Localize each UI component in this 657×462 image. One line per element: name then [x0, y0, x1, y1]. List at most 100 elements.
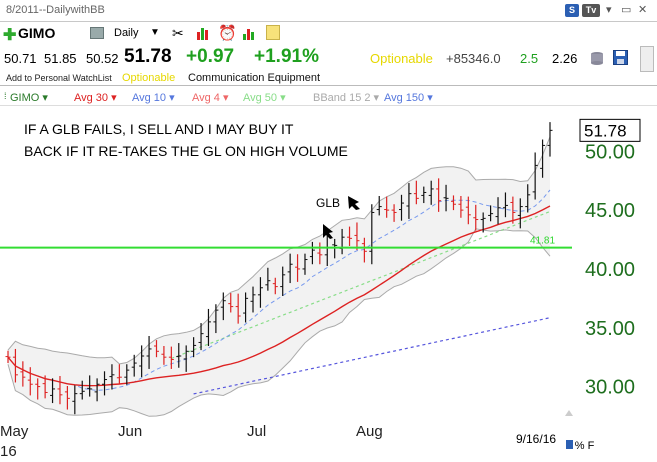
price-bar	[354, 222, 360, 251]
price-bar	[347, 226, 353, 246]
price-bar	[369, 204, 375, 265]
industry-label: Communication Equipment	[188, 72, 321, 84]
price-bar	[228, 293, 234, 313]
arrow-icon	[323, 224, 333, 239]
price-bar	[473, 204, 479, 231]
corner-square-icon[interactable]	[566, 440, 573, 449]
bar-chart-icon[interactable]	[242, 26, 256, 40]
annotation-line-2: BACK IF IT RE-TAKES THE GL ON HIGH VOLUM…	[24, 143, 348, 159]
x-year-label: 16	[0, 443, 17, 460]
add-icon[interactable]: ✚	[3, 27, 17, 44]
price-bar	[510, 196, 516, 224]
y-tick-label: 30.00	[585, 377, 635, 399]
legend-avg10[interactable]: Avg 10 ▾	[132, 92, 175, 104]
price-bar	[413, 180, 419, 205]
restore-icon[interactable]: ▭	[621, 4, 632, 16]
price-bar	[495, 197, 501, 225]
date-label: 9/16/16	[516, 432, 556, 446]
price-bar	[480, 212, 486, 233]
price-chart[interactable]: 41.81 30.00 35.00 40.00 45.00 50.00 May Jun Ju…	[0, 106, 657, 462]
y-tick-label: 35.00	[585, 318, 635, 340]
glb-label: GLB	[316, 196, 340, 210]
legend-avg4[interactable]: Avg 4 ▾	[192, 92, 229, 104]
price-bar	[287, 253, 293, 284]
gl-value-label: 41.81	[530, 236, 555, 247]
open-price: 50.71	[4, 51, 37, 66]
price-bar	[361, 237, 367, 263]
price-bar	[109, 364, 115, 390]
y-tick-label: 50.00	[585, 141, 635, 163]
x-tick-label: May	[0, 423, 29, 440]
price-bar	[540, 139, 546, 178]
price-bar	[168, 346, 174, 369]
price-bar	[391, 204, 397, 222]
last-price: 51.78	[124, 46, 172, 67]
add-watchlist-link[interactable]: Add to Personal WatchList	[6, 73, 112, 83]
list-icon[interactable]	[90, 27, 104, 39]
tv-button[interactable]: Tv	[582, 4, 600, 17]
price-bar	[502, 192, 508, 218]
price-bar	[406, 183, 412, 219]
high-price: 51.85	[44, 51, 77, 66]
other-value: 2.26	[552, 51, 578, 66]
price-bar	[257, 277, 263, 308]
chevron-down-icon[interactable]: ▼	[150, 27, 160, 38]
price-bar	[399, 194, 405, 221]
alarm-clock-icon[interactable]: ⏰	[218, 25, 237, 42]
bollinger-lower	[7, 228, 551, 417]
price-bar	[20, 361, 26, 387]
legend-gimo[interactable]: GIMO ▾	[10, 92, 48, 104]
price-bar	[443, 184, 449, 212]
last-price-label: 51.78	[584, 121, 627, 140]
legend-bband[interactable]: BBand 15 2 ▾	[313, 92, 380, 104]
legend-avg50[interactable]: Avg 50 ▾	[243, 92, 286, 104]
avg10-line	[37, 189, 551, 391]
chart-toolbar: ✚ GIMO Daily ▼ ✂ ⏰	[0, 22, 657, 46]
volume-change: +85346.0	[446, 51, 501, 66]
price-bar	[102, 371, 108, 396]
scroll-up-icon[interactable]	[565, 410, 573, 416]
symbol-label[interactable]: GIMO	[18, 25, 56, 41]
price-change: +0.97	[186, 46, 235, 67]
s-button[interactable]: S	[565, 4, 579, 17]
save-icon[interactable]	[613, 50, 628, 65]
note-icon[interactable]	[266, 25, 280, 40]
corner-controls[interactable]: L % F	[566, 440, 595, 452]
price-bar	[532, 152, 538, 200]
price-bar	[205, 308, 211, 346]
x-tick-label: Aug	[356, 423, 383, 440]
price-bar	[153, 340, 159, 358]
legend-avg30[interactable]: Avg 30 ▾	[74, 92, 117, 104]
indicator-icon[interactable]	[196, 26, 210, 40]
price-bar	[243, 292, 249, 323]
legend-grip-icon[interactable]: ⁞	[4, 91, 7, 101]
price-bar	[309, 241, 315, 265]
price-bar	[525, 184, 531, 213]
database-icon[interactable]	[590, 51, 604, 65]
y-tick-label: 40.00	[585, 259, 635, 281]
ratio-value: 2.5	[520, 51, 539, 66]
price-bar	[87, 375, 93, 397]
minimize-icon[interactable]: ▾	[606, 4, 612, 16]
price-bar	[428, 180, 434, 205]
y-tick-label: 45.00	[585, 200, 635, 222]
close-icon[interactable]: ✕	[638, 4, 648, 16]
scrollbar[interactable]	[640, 46, 654, 72]
optionable-label: Optionable	[122, 72, 176, 84]
price-bar	[295, 254, 301, 282]
tools-icon[interactable]: ✂	[172, 25, 184, 41]
price-bar	[517, 198, 523, 229]
price-bar	[235, 293, 241, 324]
arrow-icon	[348, 196, 360, 210]
price-bar	[376, 196, 382, 216]
price-bar	[5, 350, 11, 364]
price-bar	[12, 348, 18, 383]
legend-avg150[interactable]: Avg 150 ▾	[384, 92, 433, 104]
price-bar	[265, 267, 271, 291]
price-bar	[272, 277, 278, 295]
info-row: Add to Personal WatchList Optionable Com…	[0, 70, 657, 86]
price-bar	[57, 376, 63, 405]
indicator-legend: ⁞ GIMO ▾ Avg 30 ▾ Avg 10 ▾ Avg 4 ▾ Avg 5…	[0, 88, 657, 106]
period-select[interactable]: Daily	[114, 27, 139, 39]
price-bar	[384, 196, 390, 218]
